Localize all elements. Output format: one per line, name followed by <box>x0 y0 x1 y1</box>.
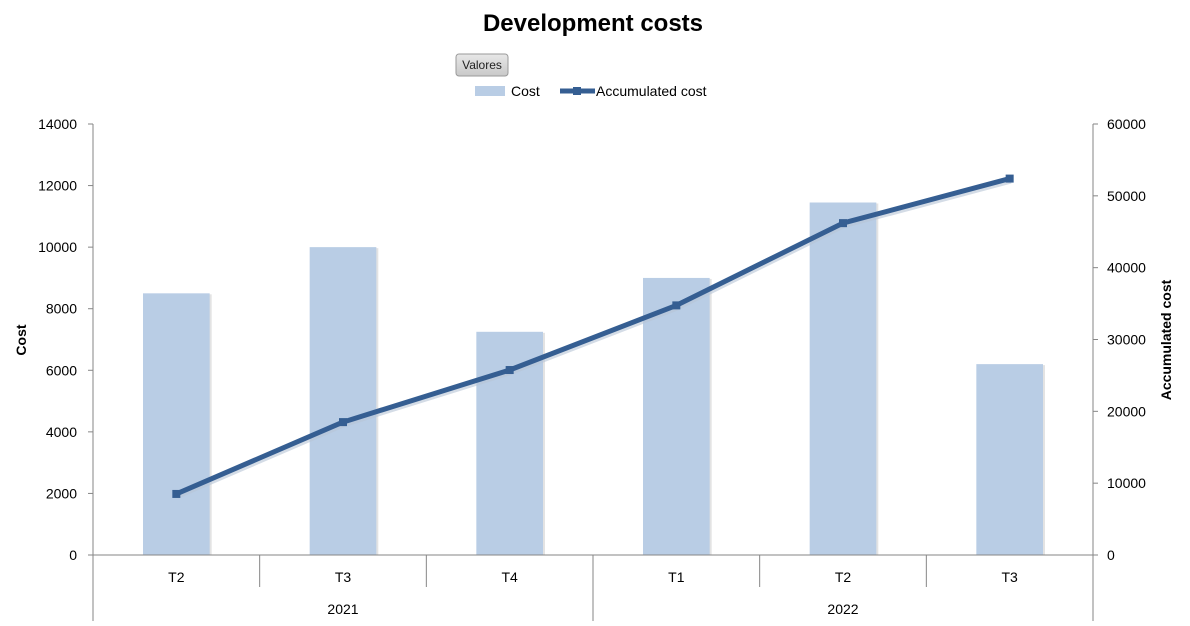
bar-cost-5 <box>809 202 877 555</box>
filter-button[interactable]: Valores <box>455 53 509 77</box>
filter-button-label: Valores <box>462 58 502 72</box>
y-tick-label: 8000 <box>46 301 77 317</box>
bar-cost-2 <box>309 247 377 555</box>
line-point-1 <box>172 489 181 498</box>
legend: Cost Accumulated cost <box>475 83 707 99</box>
legend-swatch-marker <box>573 87 581 95</box>
x-tick-label: T3 <box>335 569 352 585</box>
y2-tick-label: 40000 <box>1107 260 1146 276</box>
bar-cost-4 <box>643 277 710 555</box>
x-tick-label: T1 <box>668 569 685 585</box>
y-tick-label: 2000 <box>46 485 77 501</box>
line-point-3 <box>505 366 514 375</box>
chart-title: Development costs <box>483 10 703 37</box>
y2-tick-label: 0 <box>1107 547 1115 563</box>
x-tick-label: T2 <box>835 569 852 585</box>
x-tick-label: T2 <box>168 569 185 585</box>
y-tick-label: 4000 <box>46 424 77 440</box>
x-group-label: 2021 <box>327 601 358 617</box>
line-point-4 <box>672 301 681 310</box>
y-tick-label: 12000 <box>38 178 77 194</box>
y2-tick-label: 30000 <box>1107 332 1146 348</box>
y2-tick-label: 60000 <box>1107 116 1146 132</box>
y2-tick-label: 10000 <box>1107 475 1146 491</box>
line-point-5 <box>839 219 847 228</box>
line-series <box>172 174 1014 499</box>
y2-axis-title: Accumulated cost <box>1158 279 1174 400</box>
y-tick-label: 0 <box>69 547 77 563</box>
y-tick-label: 6000 <box>46 362 77 378</box>
x-group-label: 2022 <box>827 601 858 617</box>
legend-label-accumulated-cost: Accumulated cost <box>596 83 707 99</box>
line-point-2 <box>339 418 347 427</box>
y2-tick-label: 50000 <box>1107 188 1146 204</box>
bar-cost-6 <box>976 364 1043 555</box>
y2-tick-label: 20000 <box>1107 403 1146 419</box>
axes: 0 2000 4000 6000 8000 10000 12000 14000 0 10000 20… <box>38 116 1146 621</box>
x-tick-label: T3 <box>1001 569 1018 585</box>
line-point-6 <box>1005 174 1014 183</box>
y-tick-label: 10000 <box>38 239 77 255</box>
bar-series <box>143 202 1045 555</box>
x-tick-label: T4 <box>501 569 518 585</box>
y-axis-title: Cost <box>13 324 29 355</box>
bar-cost-1 <box>143 293 210 555</box>
legend-label-cost: Cost <box>511 83 540 99</box>
legend-swatch-cost <box>475 86 505 96</box>
line-accumulated-cost <box>173 176 1013 497</box>
y-tick-label: 14000 <box>38 116 77 132</box>
